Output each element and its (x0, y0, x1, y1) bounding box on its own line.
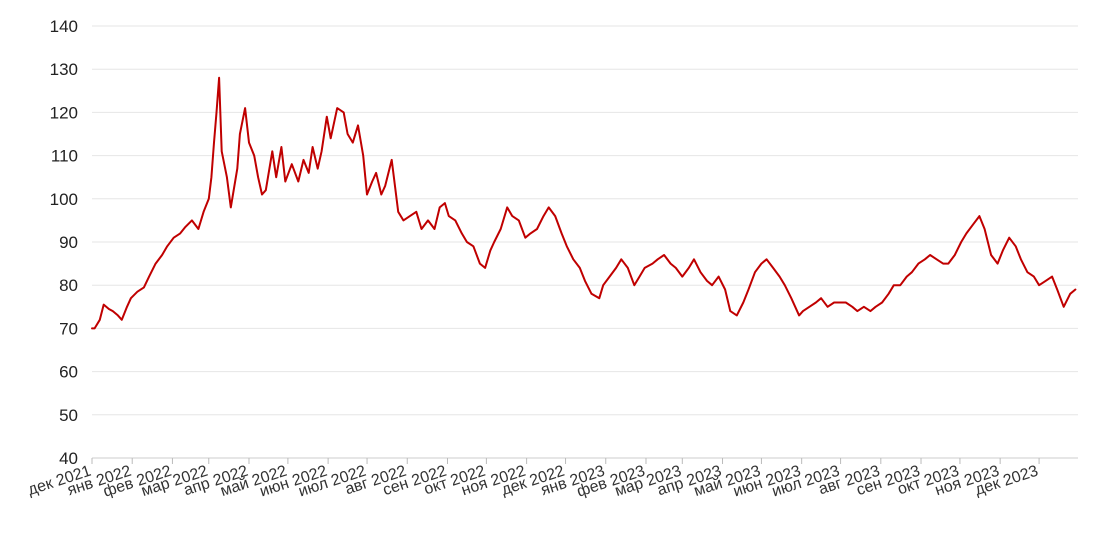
y-tick-label: 40 (59, 449, 78, 468)
y-tick-label: 60 (59, 363, 78, 382)
y-tick-label: 110 (51, 147, 78, 166)
y-tick-label: 120 (50, 103, 78, 122)
series-line (91, 76, 1077, 330)
y-tick-label: 130 (50, 60, 78, 79)
gridlines (92, 25, 1078, 416)
y-tick-label: 70 (59, 319, 78, 338)
y-tick-label: 100 (50, 190, 78, 209)
y-axis: 40 50 60 70 80 90 100 110 120 130 140 (50, 17, 78, 468)
y-tick-label: 140 (50, 17, 78, 36)
series-layer (91, 76, 1077, 330)
y-tick-label: 50 (59, 406, 78, 425)
y-tick-label: 80 (59, 276, 78, 295)
y-tick-label: 90 (59, 233, 78, 252)
